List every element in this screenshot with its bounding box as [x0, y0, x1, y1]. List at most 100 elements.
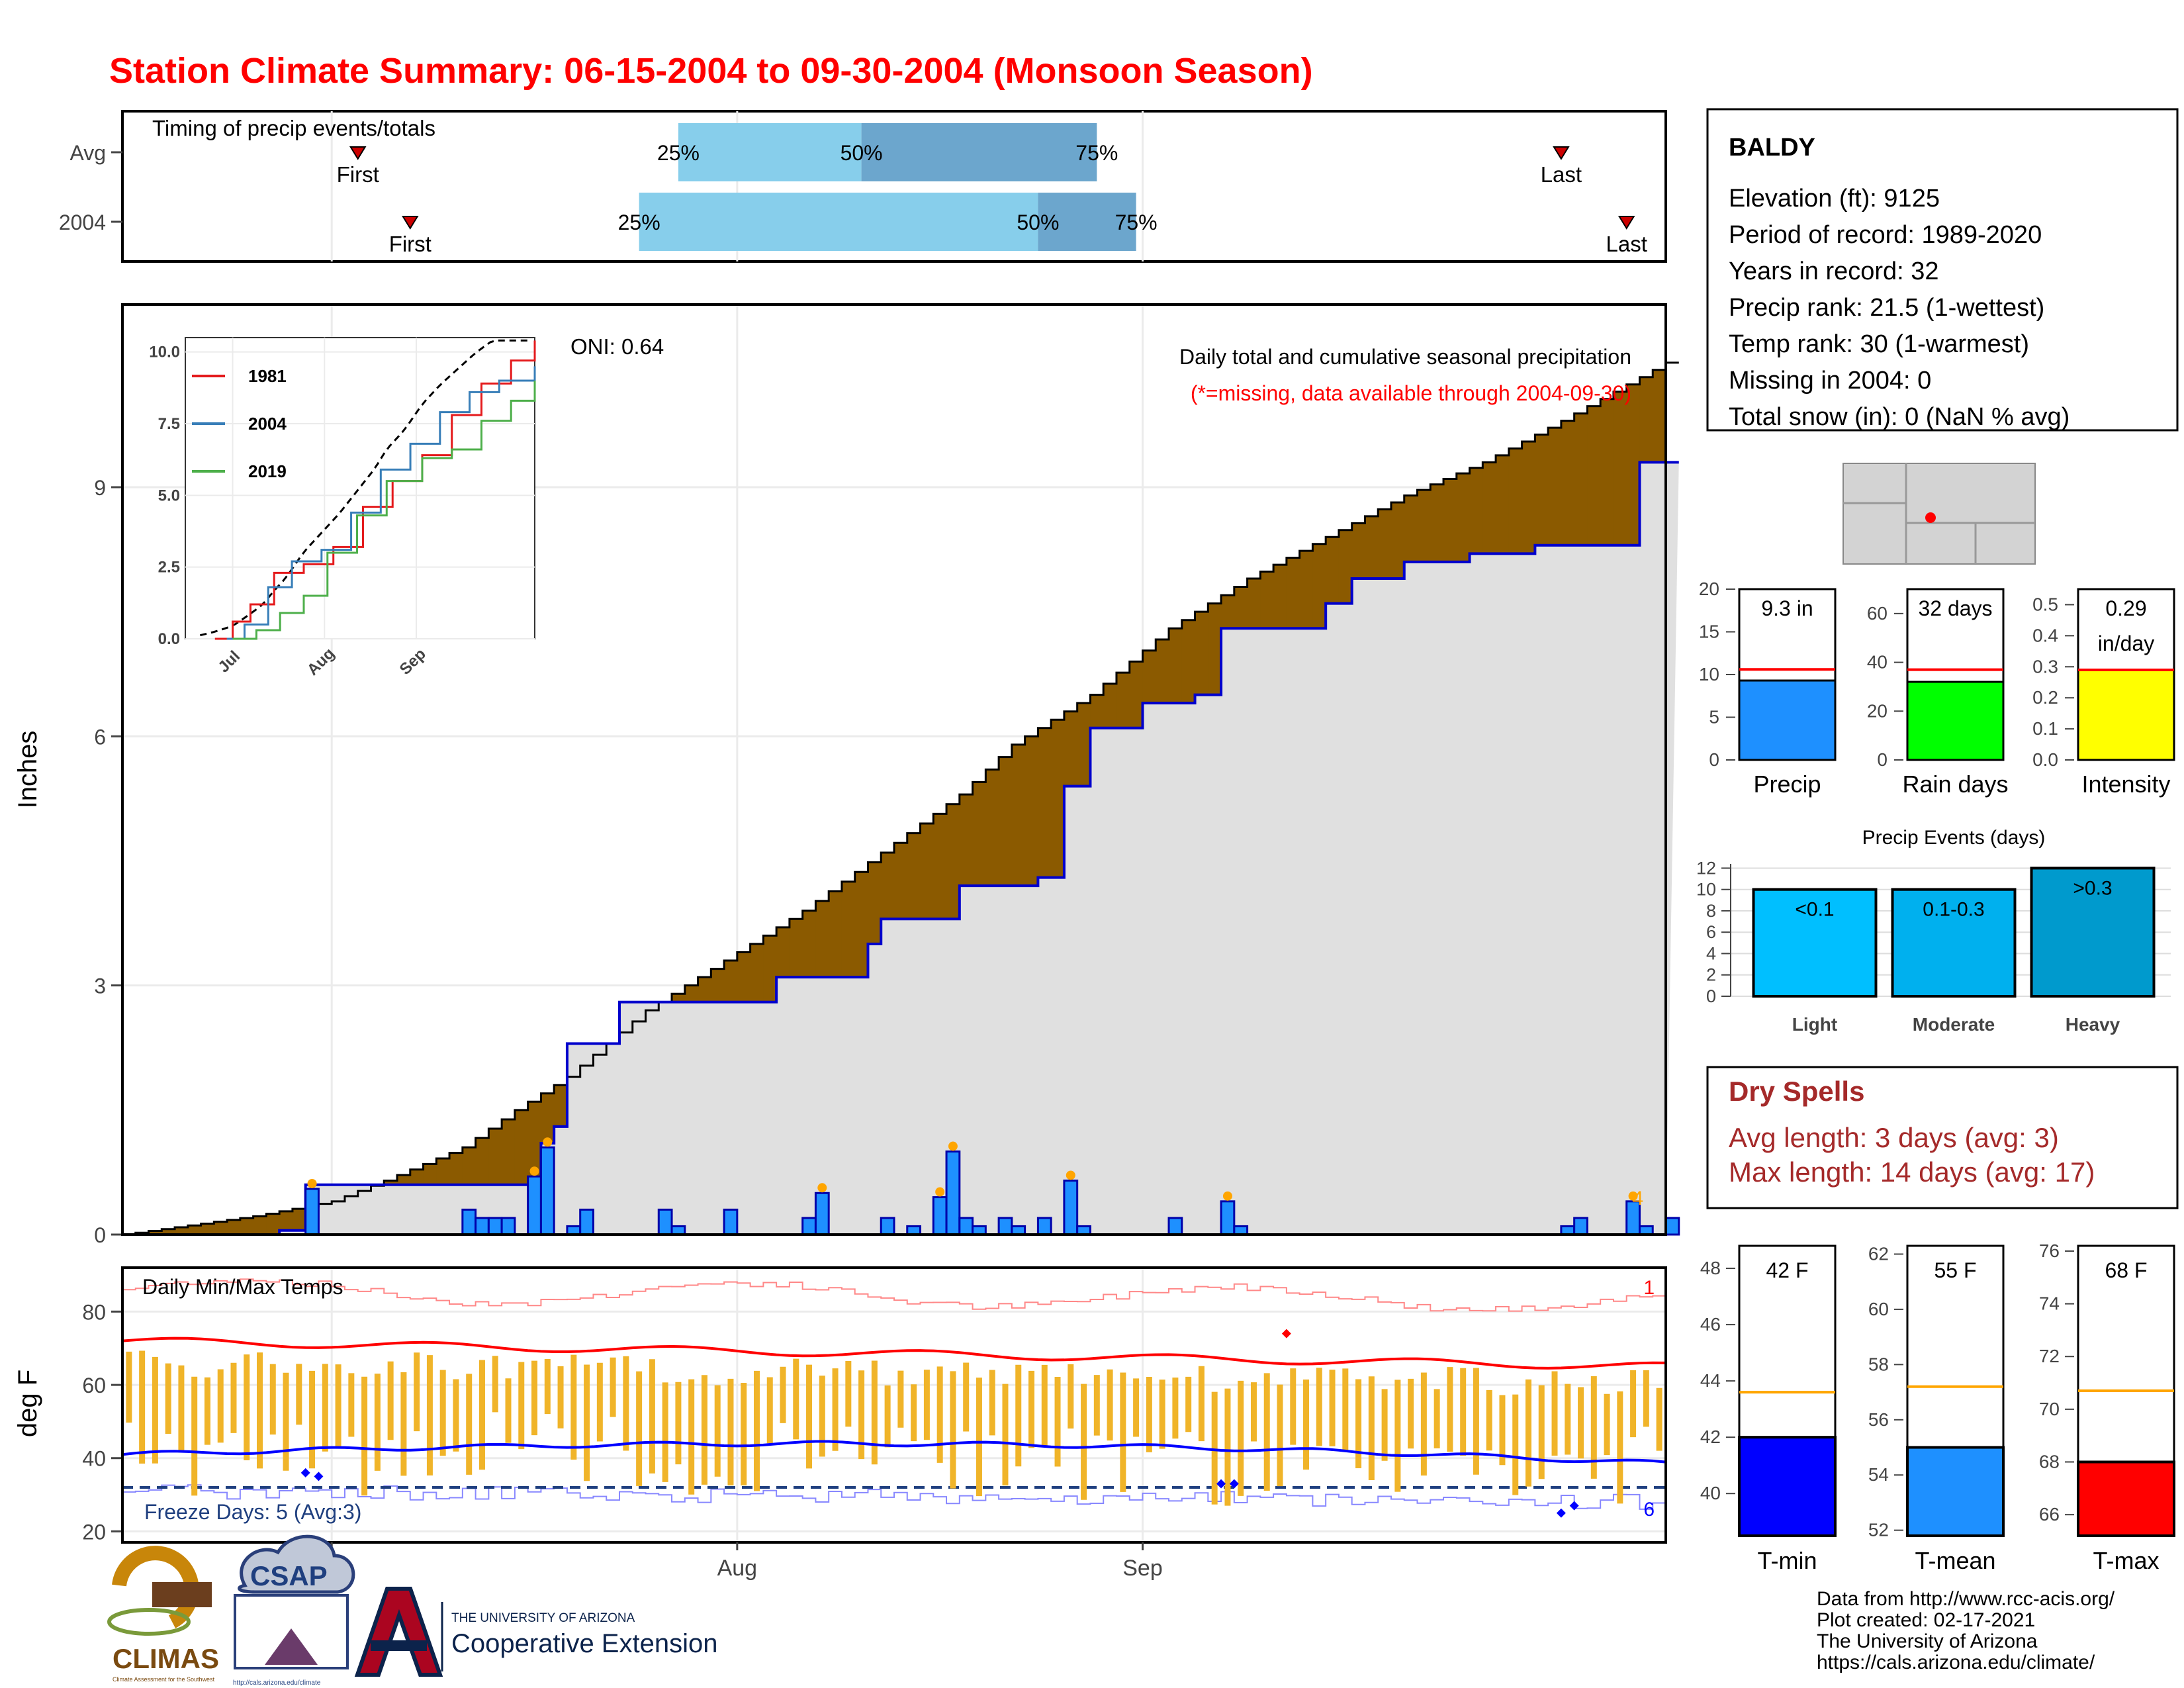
temp-summary-ytick-label: 56: [1868, 1409, 1889, 1430]
cumulative-anomaly-fill: [240, 1217, 254, 1235]
cumulative-anomaly-fill: [894, 842, 908, 919]
locator-map: [1843, 463, 2036, 565]
timing-iqr-upper: [1038, 193, 1136, 251]
inset-ytick-label: 5.0: [158, 487, 180, 504]
timing-marker-label: First: [337, 162, 379, 187]
temp-summary-ytick-label: 68: [2039, 1452, 2060, 1472]
temp-summary-ytick-label: 62: [1868, 1244, 1889, 1264]
timing-row-label: Avg: [69, 141, 106, 165]
summary-ytick-label: 0.1: [2032, 718, 2058, 739]
freeze-day-marker: [1569, 1501, 1579, 1511]
cumulative-anomaly-fill: [920, 823, 934, 919]
events-title: Precip Events (days): [1862, 827, 2046, 849]
cumulative-anomaly-fill: [1378, 509, 1392, 579]
summary-bar-chart: 0 5 10 15 20 9.3 in Precip: [1699, 579, 1837, 798]
daily-precip-bar: [475, 1217, 490, 1236]
summary-ytick-label: 0.4: [2032, 625, 2058, 645]
cumulative-anomaly-fill: [1260, 571, 1274, 629]
summary-ytick-label: 10: [1699, 664, 1719, 684]
daily-precip-bar: [539, 1146, 555, 1236]
station-info-line: Precip rank: 21.5 (1-wettest): [1729, 294, 2044, 322]
events-ytick-label: 0: [1706, 986, 1716, 1006]
daily-precip-bar: [814, 1192, 830, 1236]
record-high-marker: [1281, 1329, 1291, 1338]
summary-value-label: 9.3 in: [1761, 596, 1813, 620]
event-bar-label: >0.3: [2073, 877, 2112, 899]
cumulative-anomaly-fill: [841, 881, 856, 978]
temp-summary-ytick-label: 58: [1868, 1354, 1889, 1374]
heavy-precip-marker: [529, 1166, 539, 1176]
freeze-day-marker: [314, 1472, 324, 1481]
cumulative-anomaly-fill: [214, 1222, 228, 1235]
temp-summary-ytick-label: 76: [2039, 1241, 2060, 1261]
cumulative-anomaly-fill: [527, 1102, 541, 1185]
summary-bar: [2077, 669, 2175, 761]
cumulative-anomaly-fill: [1561, 420, 1575, 545]
daily-precip-bar: [723, 1208, 739, 1236]
inset-series-line: [214, 340, 536, 640]
cumulative-anomaly-fill: [1351, 522, 1365, 579]
timing-iqr-lower: [639, 193, 1038, 251]
heavy-precip-marker: [543, 1137, 553, 1147]
event-category-label: Moderate: [1913, 1014, 1995, 1035]
page-title: Station Climate Summary: 06-15-2004 to 0…: [109, 51, 1313, 91]
summary-bar: [1738, 679, 1837, 761]
cumulative-anomaly-fill: [881, 852, 895, 919]
summary-ytick-label: 15: [1699, 622, 1719, 642]
cumulative-anomaly-fill: [1011, 744, 1026, 886]
cumulative-anomaly-fill: [1496, 455, 1510, 554]
cumulative-anomaly-fill: [1273, 564, 1287, 629]
cumulative-anomaly-fill: [449, 1153, 463, 1185]
station-info-line: Elevation (ft): 9125: [1729, 185, 1940, 212]
cumulative-anomaly-fill: [672, 994, 686, 1002]
temp-summary-ytick-label: 48: [1700, 1258, 1721, 1278]
cumulative-anomaly-fill: [1390, 502, 1405, 579]
events-ytick-label: 2: [1706, 965, 1716, 985]
footer-credit-line: The University of Arizona: [1817, 1630, 2038, 1652]
cumulative-anomaly-fill: [815, 900, 829, 978]
cumulative-anomaly-fill: [1064, 711, 1078, 786]
temp-summary-ytick-label: 74: [2039, 1293, 2060, 1314]
cumulative-anomaly-fill: [1051, 720, 1065, 878]
cumulative-anomaly-fill: [1195, 612, 1208, 695]
timing-q75-label: 75%: [1075, 141, 1118, 165]
summary-ytick-label: 5: [1709, 707, 1719, 727]
temp-summary-chart: 52 54 56 58 60 62 55 F T-mean: [1868, 1244, 2005, 1574]
x-axis-tick-label: Sep: [1122, 1556, 1163, 1581]
station-location-marker: [1925, 512, 1936, 523]
timing-marker-icon: [401, 216, 419, 230]
temp-summary-label: T-max: [2093, 1547, 2159, 1574]
climas-logo-text: CLIMAS: [113, 1643, 219, 1674]
cumulative-anomaly-fill: [946, 804, 960, 919]
heavy-precip-marker: [1628, 1191, 1638, 1201]
summary-bar-chart: 0 20 40 60 32 days Rain days: [1867, 588, 2009, 798]
cumulative-anomaly-fill: [1103, 684, 1117, 728]
dry-spells-max: Max length: 14 days (avg: 17): [1729, 1156, 2095, 1188]
freeze-day-marker: [1216, 1479, 1226, 1489]
temp-ytick-label: 80: [82, 1300, 106, 1324]
cumulative-anomaly-fill: [1613, 391, 1627, 545]
cumulative-anomaly-fill: [475, 1138, 489, 1185]
temp-ytick-label: 20: [82, 1520, 106, 1544]
cumulative-anomaly-fill: [462, 1147, 477, 1185]
station-box: BALDY Elevation (ft): 9125 Period of reco…: [1706, 108, 2179, 432]
record-max-line: [122, 1278, 1666, 1312]
cumulative-anomaly-fill: [1208, 603, 1222, 695]
climas-logo: CLIMAS Climate Assessment for the Southw…: [107, 1546, 219, 1683]
event-bar: [1891, 888, 2017, 998]
cumulative-anomaly-fill: [502, 1119, 516, 1185]
temp-summary-label: T-mean: [1915, 1547, 1995, 1574]
cumulative-anomaly-fill: [750, 943, 764, 1002]
cumulative-anomaly-fill: [933, 813, 947, 919]
cumulative-anomaly-fill: [384, 1180, 398, 1185]
temp-summary-ytick-label: 44: [1700, 1370, 1721, 1391]
event-bar: [2030, 867, 2156, 998]
cumulative-anomaly-fill: [397, 1174, 411, 1185]
cumulative-anomaly-fill: [1574, 413, 1588, 545]
summary-ytick-label: 60: [1867, 603, 1888, 624]
avg-max-temp-line: [122, 1336, 1666, 1370]
timing-panel-label: Timing of precip events/totals: [152, 116, 435, 140]
cumulative-anomaly-fill: [227, 1219, 241, 1235]
summary-bar-chart: 0.0 0.1 0.2 0.3 0.4 0.5 0.29 in/day Intensity: [2032, 588, 2175, 798]
